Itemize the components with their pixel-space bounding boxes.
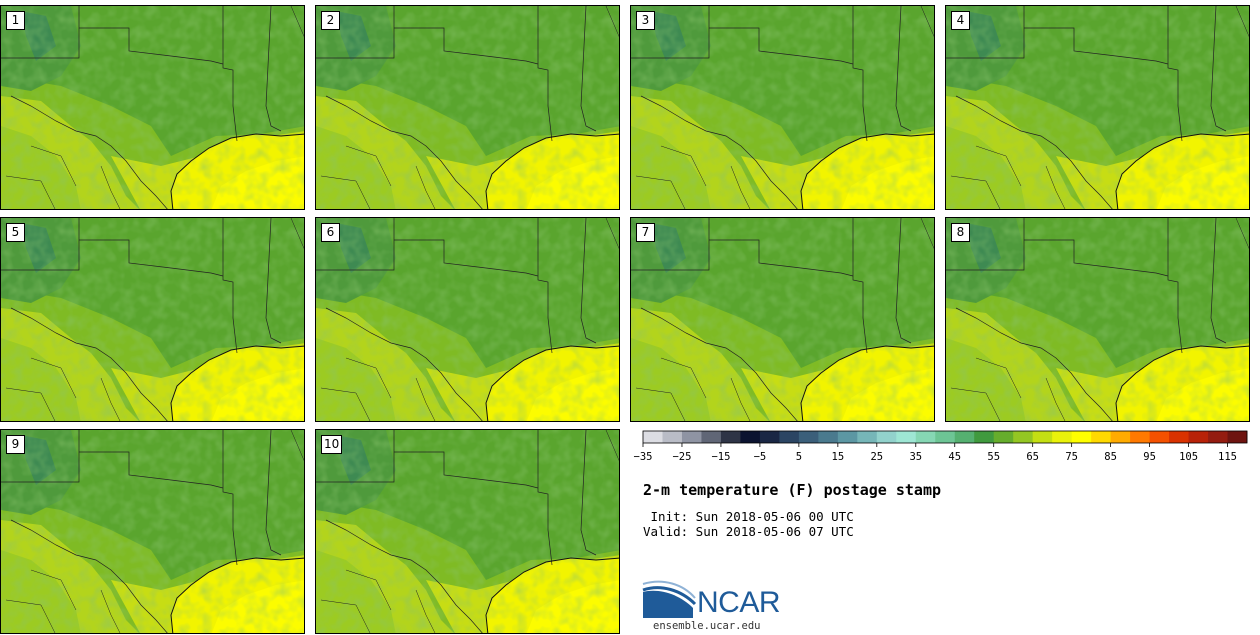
colorbar-swatch bbox=[759, 431, 780, 443]
stamp-panel-4: 4 bbox=[945, 5, 1250, 210]
stamp-panel-2: 2 bbox=[315, 5, 620, 210]
temperature-map bbox=[316, 6, 620, 210]
colorbar-swatch bbox=[915, 431, 936, 443]
colorbar-swatch bbox=[1208, 431, 1228, 443]
colorbar-swatch bbox=[1149, 431, 1170, 443]
colorbar-tick-label: 85 bbox=[1104, 451, 1117, 463]
member-label: 5 bbox=[6, 223, 25, 242]
logo-text: NCAR bbox=[697, 586, 781, 619]
colorbar-swatch bbox=[1013, 431, 1034, 443]
colorbar-tick-label: 5 bbox=[796, 451, 802, 463]
stamp-panel-3: 3 bbox=[630, 5, 935, 210]
colorbar-swatch bbox=[935, 431, 956, 443]
colorbar-tick-label: 55 bbox=[987, 451, 1000, 463]
colorbar-swatch bbox=[876, 431, 897, 443]
member-label: 1 bbox=[6, 11, 25, 30]
colorbar-tick-label: 75 bbox=[1065, 451, 1078, 463]
colorbar-tick-label: −5 bbox=[754, 451, 767, 463]
member-label: 7 bbox=[636, 223, 655, 242]
member-label: 8 bbox=[951, 223, 970, 242]
colorbar-swatch bbox=[974, 431, 995, 443]
colorbar-swatch bbox=[701, 431, 722, 443]
plot-title: 2-m temperature (F) postage stamp bbox=[643, 481, 942, 499]
colorbar-swatch bbox=[740, 431, 761, 443]
colorbar-frame bbox=[642, 430, 1248, 444]
colorbar: −35 −25 −15 −5 5 15 25 35 45 55 65 75 85 95 105 115 bbox=[634, 430, 1248, 463]
temperature-map bbox=[316, 430, 620, 634]
temperature-map bbox=[1, 430, 305, 634]
colorbar-tick-label: 105 bbox=[1179, 451, 1198, 463]
member-label: 2 bbox=[321, 11, 340, 30]
stamp-panel-7: 7 bbox=[630, 217, 935, 422]
temperature-map bbox=[316, 218, 620, 422]
stamp-panel-6: 6 bbox=[315, 217, 620, 422]
member-label: 10 bbox=[321, 435, 343, 454]
colorbar-swatch bbox=[779, 431, 800, 443]
stamp-panel-1: 1 bbox=[0, 5, 305, 210]
colorbar-swatch bbox=[837, 431, 858, 443]
temperature-map bbox=[631, 6, 935, 210]
stamp-panel-5: 5 bbox=[0, 217, 305, 422]
colorbar-swatch bbox=[681, 431, 702, 443]
colorbar-swatch bbox=[993, 431, 1014, 443]
colorbar-tick-label: 45 bbox=[948, 451, 961, 463]
ncar-logo-icon bbox=[642, 580, 697, 618]
colorbar-swatch bbox=[1110, 431, 1131, 443]
colorbar-tick-label: 15 bbox=[832, 451, 845, 463]
temperature-map bbox=[946, 218, 1250, 422]
init-time: Init: Sun 2018-05-06 00 UTC bbox=[643, 509, 854, 524]
member-label: 3 bbox=[636, 11, 655, 30]
temperature-map bbox=[946, 6, 1250, 210]
colorbar-swatch bbox=[1169, 431, 1189, 443]
colorbar-swatch bbox=[818, 431, 839, 443]
colorbar-swatch bbox=[720, 431, 741, 443]
colorbar-swatch bbox=[643, 431, 663, 443]
colorbar-tick-label: 115 bbox=[1218, 451, 1237, 463]
colorbar-tick-label: 25 bbox=[870, 451, 883, 463]
member-label: 6 bbox=[321, 223, 340, 242]
colorbar-swatch bbox=[1227, 431, 1248, 443]
temperature-map bbox=[1, 6, 305, 210]
colorbar-swatch bbox=[1130, 431, 1150, 443]
logo-url: ensemble.ucar.edu bbox=[653, 620, 761, 632]
valid-time: Valid: Sun 2018-05-06 07 UTC bbox=[643, 524, 854, 539]
temperature-map bbox=[631, 218, 935, 422]
member-label: 9 bbox=[6, 435, 25, 454]
stamp-panel-8: 8 bbox=[945, 217, 1250, 422]
colorbar-swatch bbox=[857, 431, 878, 443]
colorbar-swatch bbox=[662, 431, 683, 443]
colorbar-swatch bbox=[1071, 431, 1092, 443]
colorbar-swatch bbox=[1091, 431, 1112, 443]
temperature-map bbox=[1, 218, 305, 422]
colorbar-tick-label: 95 bbox=[1143, 451, 1156, 463]
colorbar-tick-label: −35 bbox=[634, 451, 653, 463]
colorbar-swatch bbox=[954, 431, 975, 443]
colorbar-swatch bbox=[1032, 431, 1053, 443]
stamp-panel-10: 10 bbox=[315, 429, 620, 634]
colorbar-tick-label: 65 bbox=[1026, 451, 1039, 463]
colorbar-tick-label: −15 bbox=[711, 451, 730, 463]
member-label: 4 bbox=[951, 11, 970, 30]
colorbar-tick-label: 35 bbox=[909, 451, 922, 463]
colorbar-tick-label: −25 bbox=[672, 451, 691, 463]
colorbar-swatch bbox=[798, 431, 819, 443]
colorbar-swatch bbox=[1188, 431, 1209, 443]
colorbar-swatch bbox=[1052, 431, 1073, 443]
colorbar-swatch bbox=[896, 431, 917, 443]
stamp-panel-9: 9 bbox=[0, 429, 305, 634]
